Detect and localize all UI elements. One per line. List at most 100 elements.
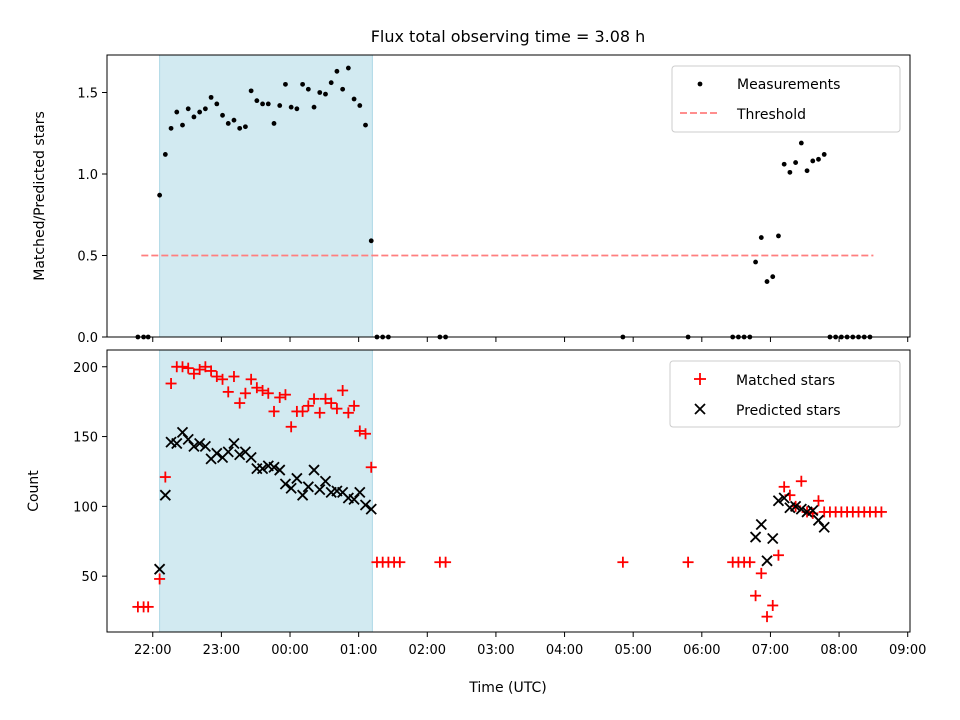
- x-tick-label: 01:00: [340, 643, 377, 658]
- measurement-point: [208, 94, 214, 100]
- measurement-point: [368, 238, 374, 244]
- predicted-star-point: [159, 489, 171, 501]
- top-y-tick-label: 1.5: [77, 86, 98, 101]
- measurement-point: [787, 169, 793, 175]
- matched-star-point: [761, 611, 773, 623]
- measurement-point: [764, 279, 770, 284]
- matched-star-point: [239, 387, 251, 399]
- x-tick-label: 03:00: [477, 643, 514, 658]
- matched-star-point: [142, 601, 154, 613]
- predicted-star-point: [795, 503, 807, 515]
- bottom-y-tick-label: 150: [73, 431, 98, 446]
- x-axis-label: Time (UTC): [468, 680, 546, 696]
- measurement-point: [157, 192, 163, 198]
- measurement-point: [328, 80, 334, 86]
- measurement-point: [334, 68, 340, 74]
- bottom-plot-area: [132, 361, 887, 623]
- predicted-star-point: [761, 555, 773, 567]
- matched-star-point: [274, 391, 286, 403]
- predicted-star-point: [222, 446, 234, 458]
- measurement-point: [260, 101, 265, 107]
- matched-star-point: [772, 549, 784, 561]
- bottom-legend: Matched stars Predicted stars: [669, 360, 901, 428]
- measurement-point: [816, 156, 821, 162]
- matched-star-point: [194, 364, 206, 376]
- top-y-axis-label: Matched/Predicted stars: [32, 111, 48, 281]
- matched-star-point: [228, 371, 240, 383]
- measurement-point: [220, 112, 225, 118]
- predicted-star-point: [365, 503, 377, 515]
- matched-star-point: [365, 461, 377, 473]
- measurement-point: [345, 65, 351, 71]
- predicted-star-point: [171, 437, 183, 450]
- predicted-star-point: [296, 489, 309, 501]
- measurement-point: [798, 140, 804, 146]
- matched-star-point: [755, 567, 767, 579]
- top-x-ticks: [152, 337, 909, 342]
- measurement-point: [305, 86, 311, 92]
- measurement-point: [254, 98, 260, 104]
- bottom-y-ticks: 50 100 150 200: [73, 361, 107, 585]
- matched-star-point: [682, 556, 694, 568]
- measurement-point: [265, 101, 271, 107]
- bottom-axes-frame: [106, 349, 911, 633]
- top-y-tick-label: 0.5: [77, 249, 98, 264]
- matched-star-point: [795, 475, 807, 487]
- matched-star-point: [337, 384, 349, 396]
- matched-star-point: [165, 378, 177, 390]
- matched-star-point: [744, 556, 756, 568]
- measurement-point: [277, 103, 283, 108]
- measurement-point: [804, 168, 810, 174]
- predicted-star-point: [256, 463, 269, 475]
- x-tick-label: 00:00: [271, 643, 308, 658]
- measurement-point: [237, 125, 243, 131]
- bottom-y-tick-label: 50: [81, 570, 98, 585]
- x-tick-label: 06:00: [683, 643, 720, 658]
- matched-star-point: [222, 386, 234, 398]
- matched-star-point: [199, 361, 211, 373]
- measurement-point: [351, 96, 357, 102]
- bottom-y-tick-label: 100: [73, 500, 98, 515]
- matched-star-point: [297, 405, 309, 417]
- measurement-point: [283, 81, 288, 87]
- matched-star-point: [176, 361, 188, 373]
- measurement-point: [340, 86, 346, 92]
- predicted-star-point: [211, 447, 223, 459]
- predicted-star-point: [245, 451, 257, 464]
- top-shaded-region: [159, 54, 373, 338]
- matched-star-point: [188, 368, 200, 380]
- predicted-star-point: [749, 531, 762, 543]
- measurement-point: [300, 81, 306, 87]
- matched-star-point: [234, 397, 246, 409]
- matched-star-point: [325, 397, 337, 409]
- top-observing-window-shade: [159, 54, 373, 338]
- predicted-star-point: [153, 563, 166, 575]
- matched-star-point: [617, 556, 629, 568]
- matched-star-point: [319, 393, 331, 405]
- predicted-star-point: [778, 492, 790, 504]
- predicted-star-point: [274, 464, 286, 476]
- matched-star-point: [778, 481, 790, 493]
- predicted-star-point: [188, 440, 200, 452]
- matched-star-point: [154, 573, 166, 585]
- matched-star-point: [394, 556, 406, 568]
- top-axes-frame: [106, 54, 911, 338]
- matched-star-point: [251, 382, 263, 394]
- predicted-star-point: [194, 437, 206, 450]
- matched-star-point: [182, 362, 194, 374]
- matched-star-point: [354, 425, 366, 437]
- predicted-star-point: [279, 478, 292, 490]
- predicted-star-point: [234, 449, 246, 461]
- matched-star-point: [348, 400, 360, 412]
- matched-star-point: [875, 506, 887, 518]
- x-tick-label: 07:00: [752, 643, 789, 658]
- measurement-point: [793, 160, 799, 165]
- predicted-star-point: [359, 499, 372, 511]
- matched-star-point: [302, 400, 314, 412]
- matched-star-point: [257, 384, 269, 396]
- matched-star-point: [331, 403, 343, 415]
- predicted-star-point: [291, 472, 303, 485]
- measurement-point: [185, 106, 191, 112]
- matched-star-point: [217, 373, 229, 385]
- measurement-point: [231, 117, 237, 123]
